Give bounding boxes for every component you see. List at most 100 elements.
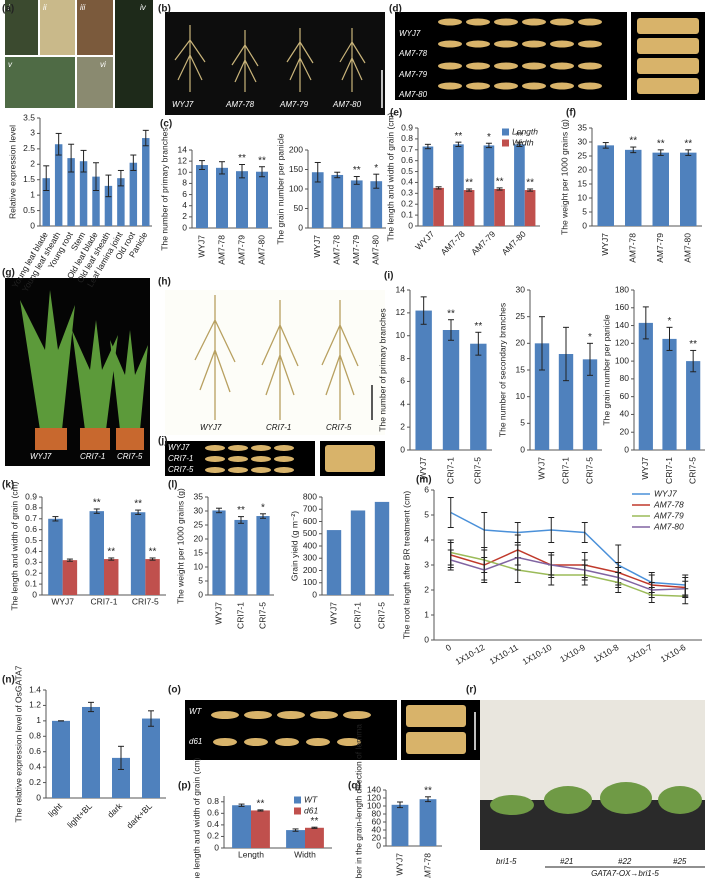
legend-label: AM7-80: [653, 521, 684, 531]
y-tick-label: 15: [516, 364, 526, 374]
line: [450, 551, 686, 597]
photo-label: #22: [618, 857, 632, 866]
photo: [5, 0, 38, 55]
y-tick-label: 20: [578, 164, 588, 174]
bar: [374, 501, 390, 595]
panel-label: (d): [389, 4, 402, 15]
x-tick-label: CRI7-1: [664, 457, 674, 484]
bar: [104, 559, 119, 595]
bar: [662, 338, 677, 450]
significance-label: *: [374, 163, 378, 174]
y-tick-label: 0.2: [25, 567, 37, 577]
x-tick-label: WYJ7: [312, 235, 322, 258]
significance-label: **: [447, 308, 455, 319]
significance-label: **: [657, 138, 665, 149]
y-tick-label: 3.5: [23, 112, 35, 122]
bar: [494, 188, 505, 226]
y-tick-label: 0.8: [401, 133, 413, 143]
x-tick-label: CRI7-5: [257, 602, 267, 629]
y-axis-label: Grain yield (g m⁻²): [289, 511, 299, 581]
bar: [42, 178, 50, 226]
y-tick-label: 140: [615, 320, 629, 330]
y-tick-label: 15: [578, 178, 588, 188]
x-tick-label: AM7-78: [628, 233, 638, 263]
x-tick-label: WYJ7: [213, 602, 223, 625]
y-tick-label: 0.2: [29, 777, 41, 787]
legend-label: d61: [304, 805, 318, 815]
x-tick-label: WYJ7: [328, 602, 338, 625]
y-tick-label: 0.5: [25, 535, 37, 545]
panel-label: (b): [158, 4, 171, 15]
y-axis-label: The grain number per panicle: [601, 314, 611, 425]
y-tick-label: 0: [582, 220, 587, 230]
x-tick-label: AM7-80: [371, 235, 381, 265]
bar: [92, 176, 100, 226]
panel-label: (n): [2, 675, 15, 686]
bar: [232, 805, 251, 848]
photo: [40, 0, 75, 55]
x-tick-label: WYJ7: [413, 229, 436, 252]
grain-drawing: [205, 445, 375, 473]
line: [450, 556, 686, 591]
y-tick-label: 0.3: [25, 557, 37, 567]
photo-label: WYJ7: [172, 100, 194, 109]
x-tick-label: AM7-79: [469, 229, 497, 257]
panel-label: (m): [416, 475, 432, 486]
photo-label: iv: [140, 3, 147, 12]
bar: [453, 144, 464, 226]
x-tick-label: AM7-78: [439, 229, 467, 257]
panel-label: (p): [178, 781, 191, 792]
y-tick-label: 12: [396, 307, 406, 317]
y-tick-label: 5: [582, 206, 587, 216]
x-tick-label: 1X10-12: [454, 642, 487, 667]
panel-label: (k): [2, 480, 14, 491]
photo: [165, 12, 385, 115]
y-tick-label: 0.2: [401, 198, 413, 208]
y-tick-label: 0.6: [401, 155, 413, 165]
y-axis-label: Cell number in the grain-length directio…: [353, 724, 363, 878]
photo: [185, 700, 397, 760]
y-tick-label: 2: [424, 584, 429, 594]
x-tick-label: 1X10-8: [592, 642, 621, 665]
photo: [5, 57, 75, 108]
y-tick-label: 25: [194, 519, 204, 529]
y-axis-label: The length and width of grain (cm): [191, 757, 201, 878]
bar: [558, 354, 574, 450]
x-tick-label: 1X10-7: [625, 642, 654, 665]
photo-label: AM7-78: [398, 49, 428, 58]
y-tick-label: 0: [30, 220, 35, 230]
panel-label: (i): [384, 271, 393, 282]
bar: [370, 181, 383, 228]
bar: [256, 516, 270, 595]
y-tick-label: 0.9: [25, 491, 37, 501]
y-tick-label: 25: [516, 311, 526, 321]
y-tick-label: 1: [30, 189, 35, 199]
bar: [391, 804, 409, 846]
x-tick-label: WYJ7: [51, 596, 74, 606]
legend-swatch: [502, 128, 509, 136]
x-tick-label: CRI7-1: [235, 602, 245, 629]
y-tick-label: 0: [408, 220, 413, 230]
bar: [638, 322, 653, 450]
panel-label: (e): [390, 108, 402, 119]
y-tick-label: 0: [214, 842, 219, 852]
x-tick-label: AM7-78: [332, 235, 342, 265]
y-axis-label: The weight per 1000 grains (g): [559, 119, 569, 235]
y-tick-label: 20: [620, 426, 630, 436]
photo-label: WYJ7: [168, 443, 190, 452]
x-tick-label: 1X10-9: [558, 642, 587, 665]
bar: [311, 172, 324, 228]
y-axis-label: The root length after BR treatment (cm): [401, 491, 411, 640]
y-tick-label: 0.4: [207, 819, 219, 829]
panel-label: (q): [348, 781, 361, 792]
x-tick-label: CRI7-5: [132, 596, 159, 606]
y-tick-label: 14: [178, 144, 188, 154]
photo-label: CRI7-1: [266, 423, 291, 432]
photo: [77, 0, 113, 55]
y-axis-label: The number of primary branches: [159, 127, 169, 250]
bar: [326, 530, 342, 595]
y-tick-label: 5: [424, 509, 429, 519]
y-tick-label: 12: [178, 155, 188, 165]
y-tick-label: 40: [372, 824, 382, 834]
y-tick-label: 0.4: [25, 546, 37, 556]
